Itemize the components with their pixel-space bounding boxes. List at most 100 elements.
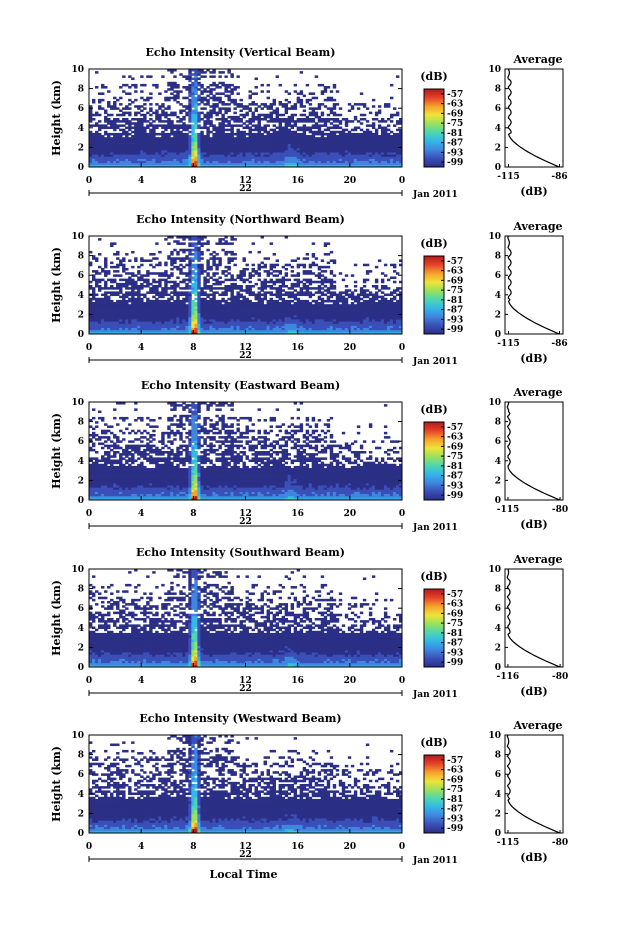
y-axis-label: Height (km) [50, 580, 63, 656]
colorbar-tick-label: -87 [447, 639, 463, 649]
x-tick-label: 20 [344, 176, 357, 186]
panel-2: Echo Intensity (Eastward Beam) 0 2 4 6 8 10 Hei… [50, 379, 568, 533]
x-tick-label: 20 [344, 842, 357, 852]
profile-y-tick: 4 [495, 291, 501, 301]
profile-x-label: (dB) [520, 685, 547, 698]
profile-x-tick: -86 [551, 339, 567, 349]
y-tick-label: 0 [78, 663, 84, 673]
colorbar-tick-label: -57 [447, 756, 463, 766]
x-tick-label: 12 [239, 842, 252, 852]
colorbar-tick-label: -87 [447, 139, 463, 149]
y-tick-label: 6 [78, 770, 84, 780]
profile-title: Average [512, 53, 562, 66]
colorbar-tick-label: -99 [447, 824, 463, 834]
profile-y-tick: 8 [495, 751, 501, 761]
colorbar-tick-label: -99 [447, 325, 463, 335]
x-tick-label: 4 [138, 176, 144, 186]
panel-4: Echo Intensity (Westward Beam) 0 2 4 6 8 10 Hei… [50, 712, 568, 881]
y-tick-label: 2 [78, 143, 84, 153]
profile-y-tick: 8 [495, 85, 501, 95]
colorbar-tick-label: -93 [447, 148, 463, 158]
x-tick-label: 4 [138, 676, 144, 686]
month-label: Jan 2011 [412, 357, 458, 367]
colorbar-tick-label: -75 [447, 119, 463, 129]
profile-x-tick: -116 [497, 672, 520, 682]
profile-y-tick: 6 [495, 104, 501, 114]
colorbar-tick-label: -81 [447, 462, 463, 472]
profile-y-tick: 6 [495, 271, 501, 281]
colorbar-tick-label: -93 [447, 315, 463, 325]
colorbar-tick-label: -69 [447, 609, 463, 619]
y-tick-label: 10 [71, 232, 84, 242]
y-tick-label: 4 [78, 790, 84, 800]
x-tick-label: 16 [291, 842, 304, 852]
profile-y-tick: 10 [488, 398, 501, 408]
y-tick-label: 10 [71, 65, 84, 75]
profile-title: Average [512, 386, 562, 399]
y-tick-label: 4 [78, 624, 84, 634]
colorbar-tick-label: -93 [447, 481, 463, 491]
x-tick-label: 20 [344, 509, 357, 519]
profile-curve [506, 568, 561, 668]
profile-y-tick: 4 [495, 624, 501, 634]
colorbar [423, 588, 445, 668]
colorbar-tick-label: -81 [447, 296, 463, 306]
colorbar-tick-label: -87 [447, 472, 463, 482]
y-tick-label: 8 [78, 585, 84, 595]
panel-title: Echo Intensity (Southward Beam) [136, 546, 345, 559]
heatmap [89, 69, 402, 167]
colorbar-unit: (dB) [420, 237, 447, 250]
profile-y-tick: 6 [495, 437, 501, 447]
x-tick-label: 4 [138, 842, 144, 852]
colorbar-tick-label: -69 [447, 775, 463, 785]
colorbar-tick-label: -93 [447, 814, 463, 824]
colorbar-tick-label: -63 [447, 267, 463, 277]
colorbar-tick-label: -69 [447, 442, 463, 452]
x-tick-label: 0 [399, 343, 405, 353]
colorbar-tick-label: -81 [447, 795, 463, 805]
profile-y-tick: 4 [495, 457, 501, 467]
profile-x-label: (dB) [520, 185, 547, 198]
colorbar-tick-label: -63 [447, 600, 463, 610]
colorbar-unit: (dB) [420, 403, 447, 416]
profile-y-tick: 10 [488, 65, 501, 75]
month-label: Jan 2011 [412, 856, 458, 866]
x-tick-label: 8 [190, 509, 196, 519]
profile-title: Average [512, 220, 562, 233]
colorbar-tick-label: -99 [447, 658, 463, 668]
profile-title: Average [512, 719, 562, 732]
panel-title: Echo Intensity (Eastward Beam) [141, 379, 340, 392]
x-tick-label: 4 [138, 509, 144, 519]
x-tick-label: 0 [399, 842, 405, 852]
profile-y-tick: 2 [495, 143, 501, 153]
profile-curve [507, 68, 560, 168]
profile-y-tick: 4 [495, 124, 501, 134]
panel-title: Echo Intensity (Westward Beam) [139, 712, 341, 725]
x-tick-label: 12 [239, 343, 252, 353]
colorbar-tick-label: -75 [447, 286, 463, 296]
profile-y-tick: 4 [495, 790, 501, 800]
colorbar-tick-label: -75 [447, 452, 463, 462]
y-tick-label: 10 [71, 565, 84, 575]
x-tick-label: 12 [239, 509, 252, 519]
profile-y-tick: 0 [495, 496, 501, 506]
y-tick-label: 0 [78, 829, 84, 839]
profile-x-tick: -115 [497, 172, 520, 182]
colorbar-tick-label: -87 [447, 805, 463, 815]
month-label: Jan 2011 [412, 523, 458, 533]
colorbar-tick-label: -75 [447, 619, 463, 629]
profile-y-tick: 0 [495, 829, 501, 839]
profile-curve [506, 734, 561, 834]
x-tick-label: 12 [239, 176, 252, 186]
y-tick-label: 0 [78, 496, 84, 506]
colorbar-tick-label: -99 [447, 491, 463, 501]
colorbar-unit: (dB) [420, 70, 447, 83]
colorbar-tick-label: -69 [447, 109, 463, 119]
x-tick-label: 8 [190, 676, 196, 686]
y-tick-label: 4 [78, 124, 84, 134]
colorbar-tick-label: -63 [447, 433, 463, 443]
y-tick-label: 0 [78, 163, 84, 173]
y-axis-label: Height (km) [50, 413, 63, 489]
profile-x-label: (dB) [520, 851, 547, 864]
heatmap [89, 569, 402, 667]
